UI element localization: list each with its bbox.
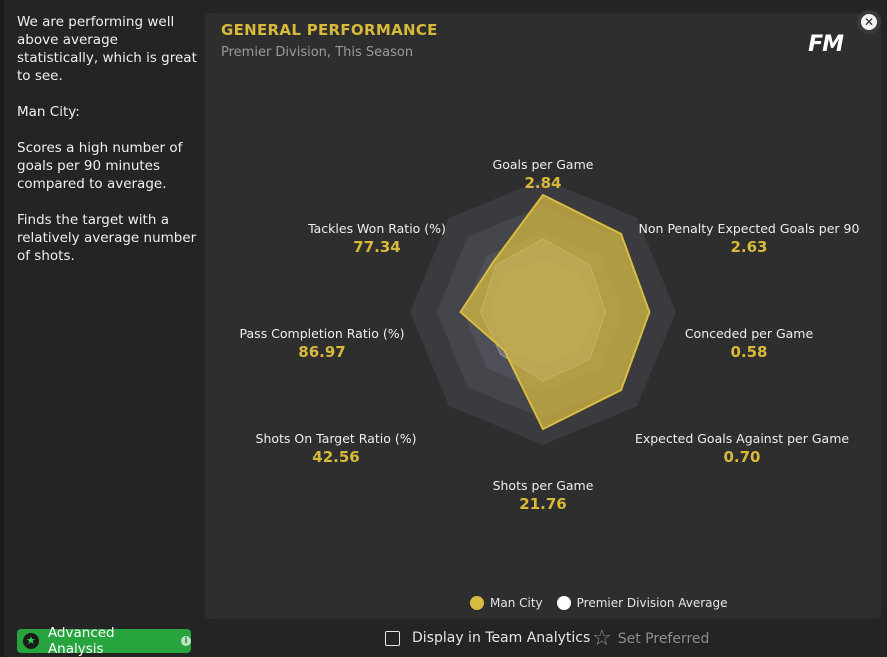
radar-axis-value: 0.70 — [723, 448, 760, 466]
radar-axis-value: 77.34 — [353, 238, 400, 256]
radar-axis-label: Pass Completion Ratio (%) — [240, 326, 405, 341]
radar-chart: Goals per Game 2.84 Non Penalty Expected G… — [240, 157, 860, 513]
radar-axis-value: 2.84 — [524, 174, 561, 192]
star-outline-icon: ☆ — [592, 626, 612, 651]
radar-axis-label: Shots On Target Ratio (%) — [256, 431, 417, 446]
radar-axis-value: 86.97 — [298, 343, 345, 361]
left-edge-strip — [0, 0, 4, 657]
star-badge-icon: ★ — [23, 633, 39, 649]
close-icon: ✕ — [861, 14, 877, 30]
radar-axis-label: Expected Goals Against per Game — [635, 431, 849, 446]
general-performance-panel: GENERAL PERFORMANCE Premier Division, Th… — [205, 13, 881, 619]
radar-axis-label: Non Penalty Expected Goals per 90 — [639, 221, 860, 236]
info-icon[interactable]: i — [181, 636, 191, 646]
radar-axis-value: 2.63 — [730, 238, 767, 256]
radar-axis-value: 42.56 — [312, 448, 359, 466]
panel-title: GENERAL PERFORMANCE — [221, 21, 438, 39]
panel-subtitle: Premier Division, This Season — [221, 45, 414, 60]
legend-swatch-division-average — [556, 596, 571, 610]
fm-logo: FM — [808, 32, 844, 57]
radar-axis-value: 21.76 — [519, 495, 566, 513]
advanced-analysis-label: Advanced Analysis — [47, 625, 115, 657]
set-preferred-label: Set Preferred — [617, 631, 710, 647]
close-button[interactable]: ✕ — [857, 10, 881, 34]
display-in-team-analytics-checkbox[interactable] — [385, 630, 400, 646]
legend-label-man-city: Man City — [490, 596, 543, 610]
legend-item-man-city: Man City — [470, 596, 543, 610]
legend-swatch-man-city — [470, 596, 484, 610]
radar-axis-value: 0.58 — [730, 343, 767, 361]
radar-series-man-city — [459, 193, 651, 431]
legend-label-division-average: Premier Division Average — [576, 596, 728, 610]
insight-paragraph: Scores a high number of goals per 90 min… — [17, 140, 183, 192]
chart-legend: Man City Premier Division Average — [470, 596, 736, 610]
insight-paragraph: Finds the target with a relatively avera… — [17, 212, 197, 264]
radar-axis-label: Tackles Won Ratio (%) — [307, 221, 446, 236]
radar-axis-label: Shots per Game — [493, 478, 594, 493]
display-in-team-analytics-label: Display in Team Analytics — [412, 630, 591, 646]
insight-paragraph: We are performing well above average sta… — [17, 14, 197, 84]
insight-paragraph: Man City: — [17, 104, 80, 120]
radar-axis-label: Conceded per Game — [685, 326, 814, 341]
set-preferred-button[interactable]: ☆ Set Preferred — [592, 628, 709, 650]
radar-axis-label: Goals per Game — [493, 157, 594, 172]
display-in-team-analytics-toggle[interactable]: Display in Team Analytics — [385, 630, 590, 646]
legend-item-division-average: Premier Division Average — [556, 596, 728, 610]
advanced-analysis-button[interactable]: ★ Advanced Analysis i — [17, 625, 191, 657]
insight-sidebar: We are performing well above average sta… — [4, 0, 200, 657]
